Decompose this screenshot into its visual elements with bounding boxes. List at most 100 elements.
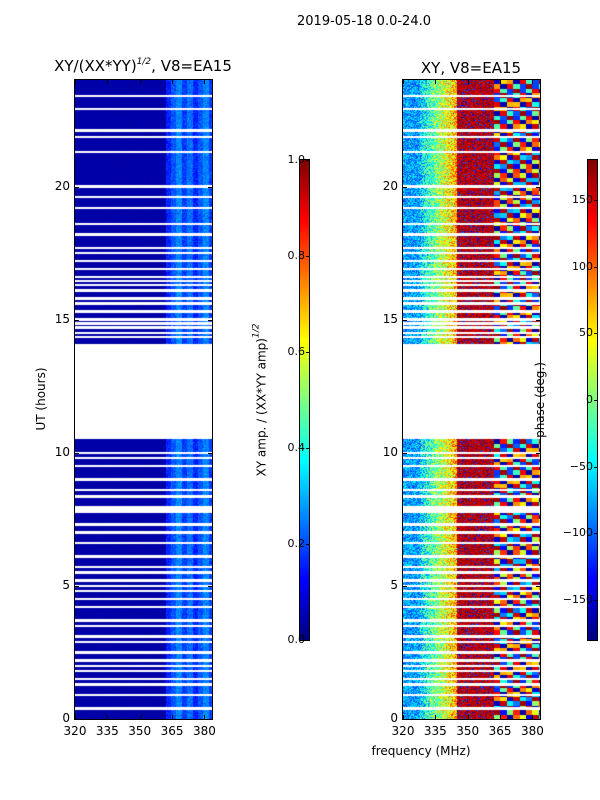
x-tick-mark xyxy=(435,80,437,84)
amplitude-colorbar-gradient xyxy=(300,160,309,640)
amp-cb-label-sup: 1/2 xyxy=(251,323,262,339)
colorbar-tick-label: −100 xyxy=(562,526,593,540)
y-tick-label: 10 xyxy=(382,444,398,459)
amp-cb-label-main: XY amp. / (XX*YY amp) xyxy=(254,338,269,477)
x-tick-label: 320 xyxy=(391,724,415,738)
y-tick-label: 15 xyxy=(54,311,70,326)
colorbar-tick-label: 0.6 xyxy=(287,345,306,358)
x-tick-label: 365 xyxy=(488,724,512,738)
y-tick-mark xyxy=(75,319,79,321)
colorbar-tick-label: 0.0 xyxy=(287,633,306,646)
right-plot-title: XY, V8=EA15 xyxy=(420,59,522,77)
y-tick-mark xyxy=(75,186,79,188)
y-tick-label: 0 xyxy=(390,711,398,725)
y-tick-mark xyxy=(403,585,407,587)
y-tick-mark xyxy=(536,719,540,720)
y-tick-label: 20 xyxy=(382,178,398,193)
colorbar-tick-mark xyxy=(306,640,309,641)
y-tick-mark xyxy=(75,452,79,454)
phase-heatmap xyxy=(402,79,541,720)
colorbar-tick-mark xyxy=(594,333,597,335)
colorbar-tick-mark xyxy=(306,160,309,161)
x-tick-mark xyxy=(467,80,469,84)
x-axis-label: frequency (MHz) xyxy=(371,744,471,758)
colorbar-tick-mark xyxy=(594,466,597,468)
y-axis-label: UT (hours) xyxy=(34,367,48,431)
x-tick-mark xyxy=(139,80,141,84)
y-tick-mark xyxy=(208,585,212,587)
x-tick-label: 335 xyxy=(95,724,119,738)
colorbar-tick-mark xyxy=(306,544,309,545)
colorbar-tick-label: 150 xyxy=(572,193,593,206)
y-tick-mark xyxy=(208,186,212,188)
colorbar-tick-label: 1.0 xyxy=(287,153,306,166)
y-tick-mark xyxy=(75,719,79,720)
x-tick-mark xyxy=(435,715,437,719)
x-tick-mark xyxy=(204,80,206,84)
y-tick-mark xyxy=(403,186,407,188)
y-tick-label: 0 xyxy=(62,711,70,725)
x-tick-label: 350 xyxy=(456,724,480,738)
amplitude-colorbar xyxy=(299,159,310,641)
colorbar-tick-label: 0.2 xyxy=(287,537,306,550)
colorbar-tick-label: 50 xyxy=(579,326,593,340)
x-tick-mark xyxy=(403,80,404,84)
suptitle: 2019-05-18 0.0-24.0 xyxy=(297,14,431,29)
x-tick-label: 380 xyxy=(520,724,544,738)
x-tick-label: 350 xyxy=(128,724,152,738)
y-tick-label: 5 xyxy=(390,577,398,592)
y-tick-mark xyxy=(403,719,407,720)
x-tick-mark xyxy=(107,80,109,84)
x-tick-mark xyxy=(532,80,534,84)
x-tick-label: 365 xyxy=(160,724,184,738)
x-tick-mark xyxy=(500,80,502,84)
colorbar-tick-mark xyxy=(594,200,597,201)
colorbar-tick-label: 0.4 xyxy=(287,441,306,454)
left-title-rest: , V8=EA15 xyxy=(151,57,232,75)
y-tick-label: 15 xyxy=(382,311,398,326)
x-tick-mark xyxy=(467,715,469,719)
y-tick-mark xyxy=(536,319,540,321)
colorbar-tick-mark xyxy=(594,533,597,535)
colorbar-tick-mark xyxy=(306,352,309,353)
colorbar-tick-mark xyxy=(306,448,309,449)
colorbar-tick-label: 0.8 xyxy=(287,249,306,262)
colorbar-tick-mark xyxy=(594,600,597,601)
y-tick-mark xyxy=(403,319,407,321)
colorbar-tick-label: −150 xyxy=(562,593,593,606)
amplitude-heatmap xyxy=(74,79,213,720)
x-tick-label: 335 xyxy=(423,724,447,738)
x-tick-mark xyxy=(172,715,174,719)
y-tick-label: 10 xyxy=(54,444,70,459)
colorbar-tick-label: 0 xyxy=(586,393,593,406)
colorbar-tick-mark xyxy=(306,256,309,257)
phase-colorbar-gradient xyxy=(588,160,597,640)
x-tick-mark xyxy=(75,80,76,84)
x-tick-mark xyxy=(75,715,76,719)
left-title-sup: 1/2 xyxy=(136,57,152,67)
y-tick-mark xyxy=(403,452,407,454)
y-tick-mark xyxy=(208,319,212,321)
x-tick-mark xyxy=(500,715,502,719)
x-tick-mark xyxy=(107,715,109,719)
x-tick-mark xyxy=(403,715,404,719)
left-title-main: XY/(XX*YY) xyxy=(54,57,137,75)
colorbar-tick-mark xyxy=(594,400,597,401)
phase-colorbar-label: phase (deg.) xyxy=(533,362,547,438)
phase-heatmap-cells xyxy=(403,80,540,719)
amplitude-colorbar-label: XY amp. / (XX*YY amp)1/2 xyxy=(252,324,269,477)
y-tick-mark xyxy=(536,585,540,587)
colorbar-tick-label: −50 xyxy=(569,459,593,473)
y-tick-mark xyxy=(536,186,540,188)
y-tick-label: 20 xyxy=(54,178,70,193)
y-tick-mark xyxy=(208,719,212,720)
y-tick-label: 5 xyxy=(62,577,70,592)
y-tick-mark xyxy=(208,452,212,454)
amplitude-heatmap-cells xyxy=(75,80,212,719)
x-tick-label: 320 xyxy=(63,724,87,738)
x-tick-mark xyxy=(139,715,141,719)
x-tick-mark xyxy=(204,715,206,719)
x-tick-mark xyxy=(532,715,534,719)
x-tick-mark xyxy=(172,80,174,84)
